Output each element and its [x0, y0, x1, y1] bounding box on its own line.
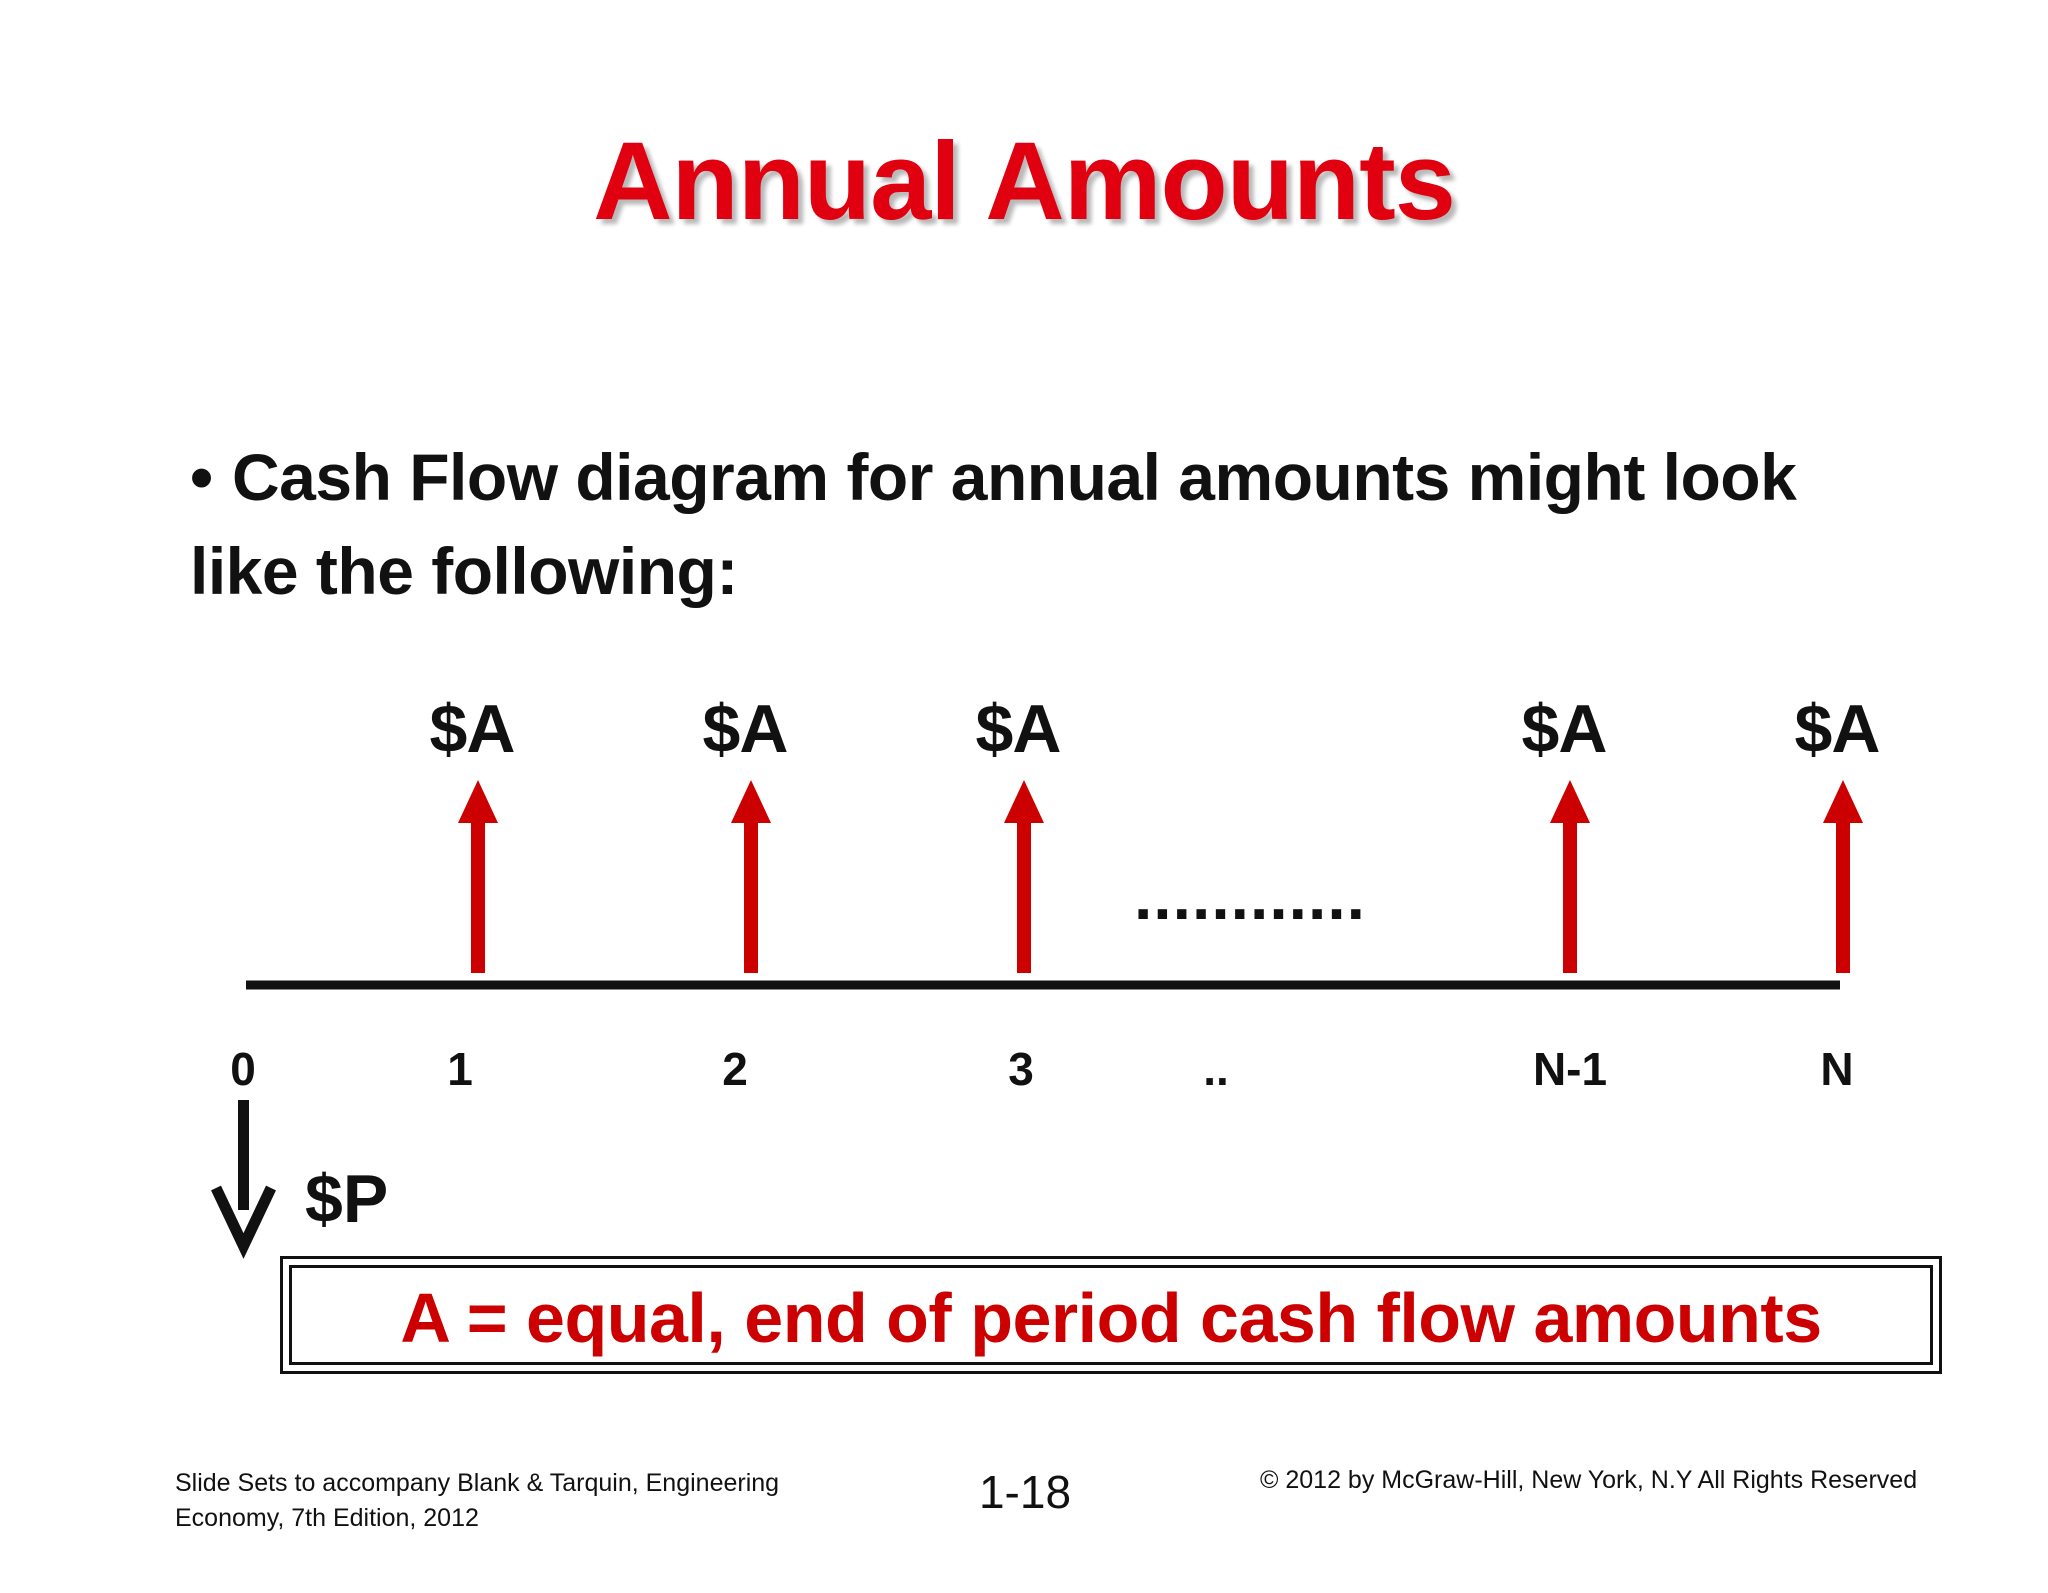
definition-box: A = equal, end of period cash flow amoun…: [280, 1256, 1942, 1374]
period-label-1: 1: [447, 1043, 473, 1095]
bullet-point: • Cash Flow diagram for annual amounts mi…: [190, 430, 1890, 618]
flow-label-2: $A: [702, 691, 789, 767]
period-label-2: 2: [722, 1043, 748, 1095]
cash-flow-arrow-1: [458, 780, 498, 973]
cash-flow-arrow-n: [1823, 780, 1863, 973]
period-label-ellipsis: ..: [1203, 1043, 1229, 1095]
definition-box-inner-border: A = equal, end of period cash flow amoun…: [289, 1265, 1933, 1365]
footer-citation: Slide Sets to accompany Blank & Tarquin,…: [175, 1469, 780, 1532]
page-number: 1-18: [978, 1466, 1072, 1518]
slide-title: Annual Amounts: [593, 120, 1456, 243]
period-label-3: 3: [1008, 1043, 1034, 1095]
flow-label-1: $A: [429, 691, 516, 767]
present-value-arrow: [211, 1100, 276, 1259]
flow-label-n: $A: [1794, 691, 1881, 767]
cash-flow-arrow-n-minus-1: [1550, 780, 1590, 973]
period-label-n: N: [1820, 1043, 1854, 1095]
period-label-0: 0: [230, 1043, 256, 1095]
definition-text: A = equal, end of period cash flow amoun…: [400, 1279, 1822, 1357]
cash-flow-arrow-3: [1004, 780, 1044, 973]
footer-copyright: © 2012 by McGraw-Hill, New York, N.Y All…: [1260, 1466, 1918, 1494]
bullet-text: Cash Flow diagram for annual amounts mig…: [190, 440, 1797, 608]
period-label-n-minus-1: N-1: [1532, 1043, 1608, 1095]
flow-label-3: $A: [975, 691, 1062, 767]
bullet-marker: •: [190, 440, 213, 514]
cash-flow-arrow-2: [731, 780, 771, 973]
continuation-dots: ............: [1133, 859, 1367, 933]
flow-label-n-minus-1: $A: [1521, 691, 1608, 767]
present-value-label: $P: [305, 1161, 389, 1237]
